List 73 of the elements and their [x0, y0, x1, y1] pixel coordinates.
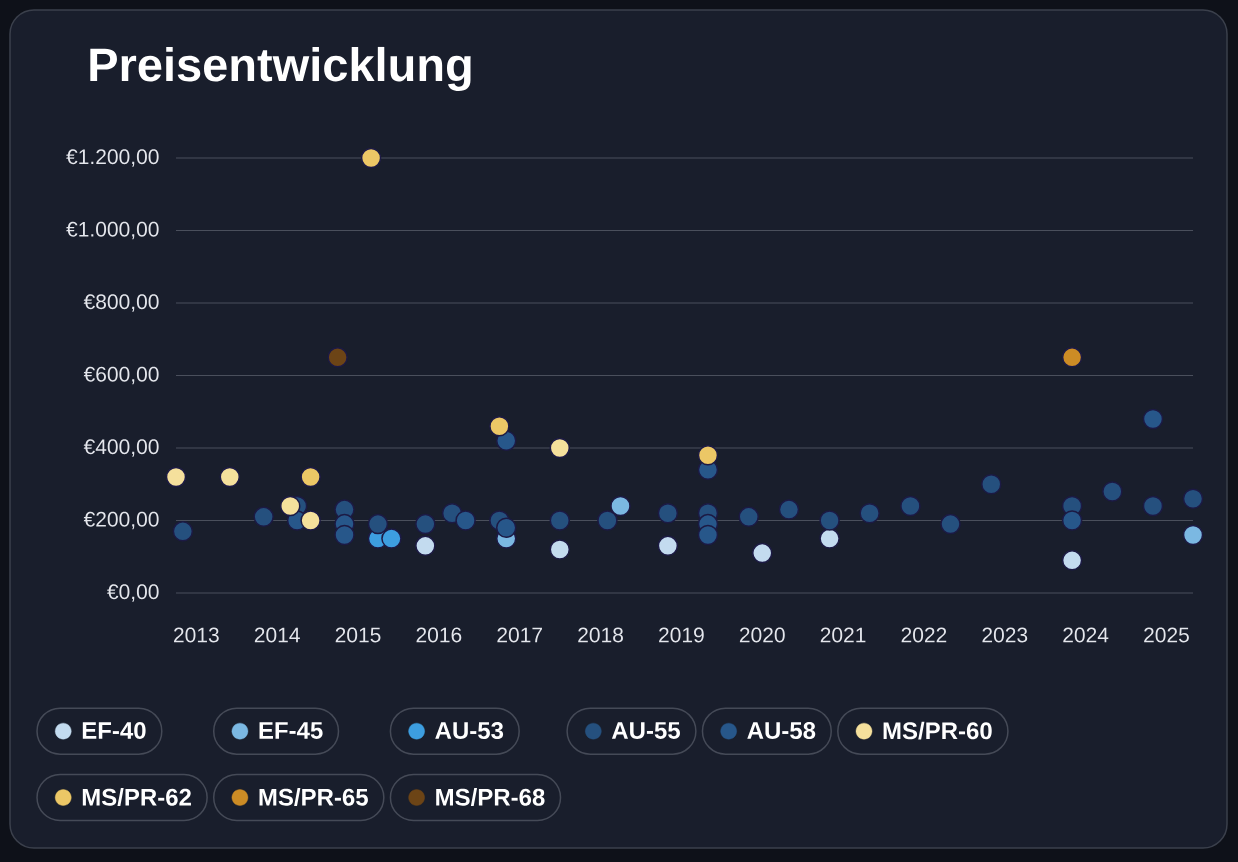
- y-tick-label: €600,00: [83, 366, 159, 385]
- point: [381, 528, 402, 549]
- point: [495, 517, 517, 538]
- point: [300, 510, 321, 531]
- point: [610, 495, 631, 517]
- point: [940, 513, 961, 535]
- point: [334, 524, 355, 546]
- legend-label: MS/PR-68: [436, 788, 545, 806]
- point: [279, 495, 301, 517]
- legend-label: AU-55: [611, 722, 680, 739]
- x-tick-label: 2018: [578, 627, 623, 643]
- point: [657, 535, 679, 557]
- point: [360, 147, 382, 169]
- point: [300, 466, 321, 488]
- point: [1182, 488, 1204, 509]
- point: [697, 445, 719, 466]
- point: [172, 521, 194, 542]
- legend-label: MS/PR-60: [883, 721, 992, 740]
- legend-label: MS/PR-65: [259, 788, 368, 806]
- point: [1142, 495, 1164, 517]
- point: [778, 499, 800, 520]
- point: [981, 474, 1002, 495]
- x-tick-label: 2014: [254, 627, 300, 643]
- y-tick-label: €1.200,00: [66, 149, 159, 167]
- point: [738, 506, 759, 528]
- x-tick-label: 2021: [820, 627, 866, 643]
- x-tick-label: 2023: [982, 627, 1028, 643]
- x-tick-label: 2025: [1144, 627, 1189, 643]
- point: [819, 510, 840, 531]
- x-tick-label: 2013: [174, 627, 219, 643]
- x-tick-label: 2015: [335, 627, 381, 643]
- point: [900, 495, 921, 517]
- point: [859, 503, 880, 524]
- x-tick-label: 2017: [497, 627, 542, 643]
- point: [1061, 347, 1083, 368]
- y-tick-label: €200,00: [83, 511, 159, 530]
- legend-label: EF-45: [259, 722, 323, 739]
- point: [327, 347, 348, 368]
- point: [415, 513, 436, 535]
- point: [549, 437, 571, 459]
- point: [657, 503, 679, 524]
- point: [489, 415, 510, 437]
- point: [219, 466, 241, 488]
- point: [549, 510, 571, 531]
- point: [415, 535, 436, 557]
- point: [597, 510, 618, 531]
- point: [1061, 550, 1083, 571]
- point: [549, 539, 571, 560]
- point: [751, 542, 773, 564]
- point: [1061, 510, 1083, 531]
- y-tick-label: €1.000,00: [66, 221, 159, 240]
- x-tick-label: 2024: [1063, 627, 1109, 643]
- point: [1142, 408, 1164, 430]
- x-tick-label: 2020: [739, 627, 785, 643]
- point: [455, 510, 476, 531]
- x-tick-label: 2022: [901, 627, 947, 643]
- chart-title: Preisentwicklung: [90, 46, 471, 91]
- point: [165, 466, 187, 488]
- y-tick-label: €800,00: [83, 294, 159, 312]
- y-tick-label: €400,00: [83, 439, 159, 457]
- y-tick-label: €0,00: [107, 584, 159, 602]
- point: [367, 513, 389, 535]
- legend-label: EF-40: [82, 722, 146, 740]
- legend-label: AU-58: [747, 722, 816, 740]
- legend-label: MS/PR-62: [82, 788, 191, 806]
- x-tick-label: 2016: [416, 627, 462, 643]
- point: [819, 528, 840, 549]
- x-tick-label: 2019: [659, 627, 704, 643]
- point: [697, 524, 719, 546]
- legend-label: AU-53: [435, 722, 504, 740]
- point: [253, 506, 274, 528]
- point: [1102, 481, 1123, 502]
- point: [1182, 524, 1204, 546]
